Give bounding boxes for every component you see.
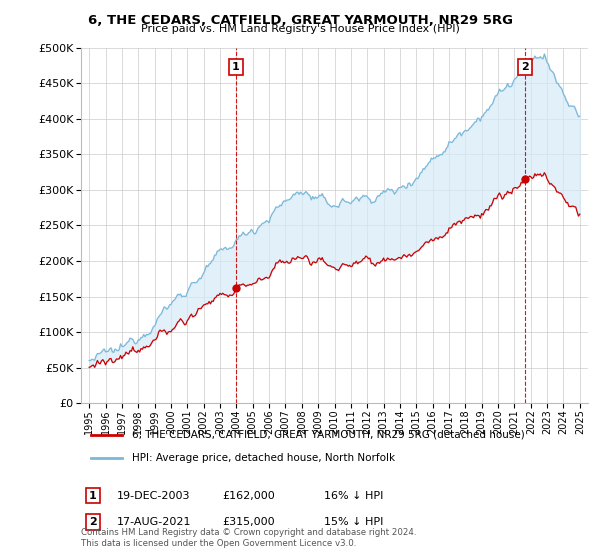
- Text: Price paid vs. HM Land Registry's House Price Index (HPI): Price paid vs. HM Land Registry's House …: [140, 24, 460, 34]
- Text: 6, THE CEDARS, CATFIELD, GREAT YARMOUTH, NR29 5RG (detached house): 6, THE CEDARS, CATFIELD, GREAT YARMOUTH,…: [132, 430, 524, 440]
- Text: HPI: Average price, detached house, North Norfolk: HPI: Average price, detached house, Nort…: [132, 453, 395, 463]
- Text: 2: 2: [521, 62, 529, 72]
- Text: £162,000: £162,000: [222, 491, 275, 501]
- Text: Contains HM Land Registry data © Crown copyright and database right 2024.
This d: Contains HM Land Registry data © Crown c…: [81, 528, 416, 548]
- Text: 1: 1: [89, 491, 97, 501]
- Text: 17-AUG-2021: 17-AUG-2021: [117, 517, 191, 527]
- Text: £315,000: £315,000: [222, 517, 275, 527]
- Text: 2: 2: [89, 517, 97, 527]
- Text: 6, THE CEDARS, CATFIELD, GREAT YARMOUTH, NR29 5RG: 6, THE CEDARS, CATFIELD, GREAT YARMOUTH,…: [88, 14, 512, 27]
- Text: 15% ↓ HPI: 15% ↓ HPI: [324, 517, 383, 527]
- Text: 19-DEC-2003: 19-DEC-2003: [117, 491, 191, 501]
- Text: 16% ↓ HPI: 16% ↓ HPI: [324, 491, 383, 501]
- Text: 1: 1: [232, 62, 240, 72]
